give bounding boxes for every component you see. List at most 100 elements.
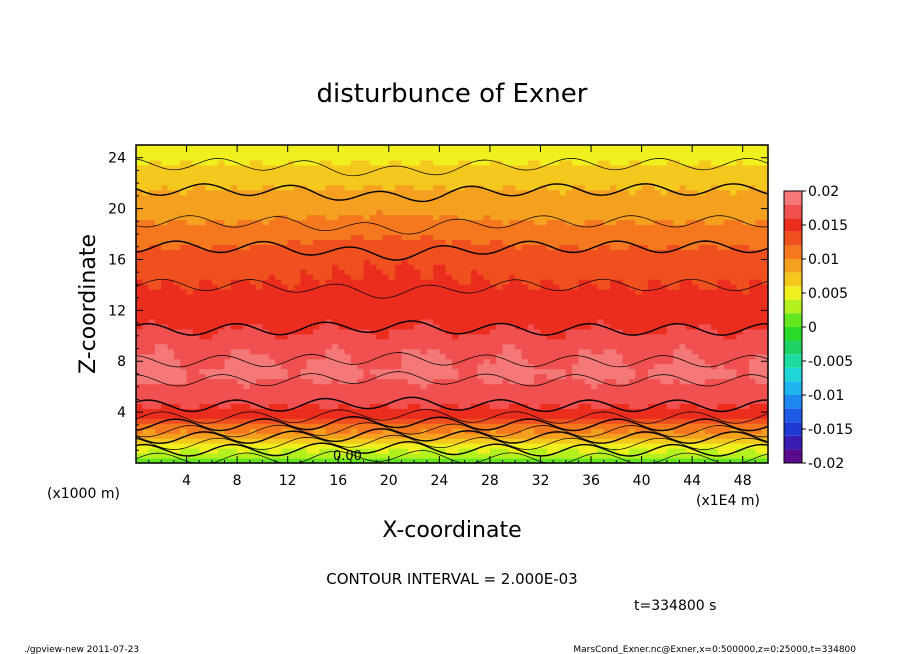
field-cell [470, 408, 478, 414]
field-cell [312, 313, 320, 320]
field-cell [717, 269, 725, 275]
field-cell [294, 443, 301, 449]
field-cell [388, 328, 396, 335]
field-cell [711, 438, 719, 444]
field-cell [154, 229, 162, 236]
field-cell [470, 418, 478, 424]
field-cell [186, 413, 194, 419]
field-cell [357, 423, 365, 429]
field-cell [723, 418, 731, 424]
field-cell [275, 254, 282, 260]
field-cell [597, 289, 605, 295]
field-cell [445, 353, 453, 360]
field-cell [641, 338, 649, 345]
field-cell [256, 224, 263, 231]
field-cell [635, 388, 643, 395]
field-cell [167, 368, 175, 375]
field-cell [559, 308, 567, 315]
field-cell [749, 308, 756, 315]
field-cell [350, 214, 358, 221]
field-cell [508, 348, 516, 355]
field-cell [470, 214, 478, 221]
field-cell [388, 358, 396, 365]
field-cell [344, 234, 352, 241]
field-cell [565, 299, 573, 305]
field-cell [565, 408, 573, 414]
field-cell [173, 443, 181, 449]
field-cell [685, 398, 693, 404]
field-cell [597, 403, 605, 409]
field-cell [186, 313, 194, 320]
field-cell [268, 333, 276, 340]
field-cell [433, 234, 440, 241]
field-cell [610, 408, 617, 414]
field-cell [338, 308, 346, 315]
field-cell [237, 259, 245, 265]
field-cell [154, 264, 162, 270]
field-cell [376, 269, 384, 275]
field-cell [534, 244, 542, 250]
field-cell [591, 229, 598, 236]
field-cell [730, 423, 737, 429]
field-cell [483, 234, 491, 241]
field-cell [306, 308, 314, 315]
field-cell [603, 289, 611, 295]
field-cell [142, 318, 150, 325]
field-cell [262, 323, 270, 330]
field-cell [312, 244, 320, 250]
field-cell [597, 229, 605, 236]
field-cell [439, 353, 447, 360]
field-cell [382, 239, 390, 245]
field-cell [584, 299, 592, 305]
field-cell [654, 333, 662, 340]
field-cell [572, 244, 579, 250]
field-cell [553, 423, 561, 429]
field-cell [167, 323, 175, 330]
field-cell [237, 219, 245, 226]
field-cell [553, 239, 561, 245]
field-cell [237, 343, 245, 350]
field-cell [325, 294, 333, 300]
field-cell [205, 443, 213, 449]
field-cell [641, 264, 649, 270]
field-cell [521, 264, 529, 270]
field-cell [325, 264, 333, 270]
field-cell [319, 373, 327, 380]
field-cell [622, 358, 630, 365]
field-cell [331, 234, 339, 241]
field-cell [439, 224, 447, 231]
field-cell [426, 413, 434, 419]
field-cell [186, 333, 194, 340]
field-cell [591, 423, 598, 429]
field-cell [325, 284, 333, 290]
field-cell [597, 363, 605, 370]
field-cell [237, 403, 245, 409]
field-cell [483, 259, 491, 265]
field-cell [597, 418, 605, 424]
field-cell [717, 308, 725, 315]
field-cell [230, 443, 238, 449]
field-cell [256, 234, 263, 241]
field-cell [224, 333, 232, 340]
field-cell [414, 289, 421, 295]
field-cell [237, 383, 245, 390]
field-cell [445, 393, 453, 400]
field-cell [224, 259, 232, 265]
field-cell [711, 323, 719, 330]
field-cell [262, 428, 270, 434]
field-cell [477, 373, 485, 380]
field-cell [224, 264, 232, 270]
field-cell [527, 343, 535, 350]
field-cell [186, 318, 194, 325]
field-cell [445, 219, 453, 226]
field-cell [369, 363, 377, 370]
field-cell [742, 313, 750, 320]
field-cell [679, 264, 687, 270]
field-cell [426, 234, 434, 241]
field-cell [742, 343, 750, 350]
field-cell [136, 318, 143, 325]
field-cell [540, 398, 548, 404]
field-cell [572, 388, 579, 395]
field-cell [445, 308, 453, 315]
field-cell [192, 308, 200, 315]
